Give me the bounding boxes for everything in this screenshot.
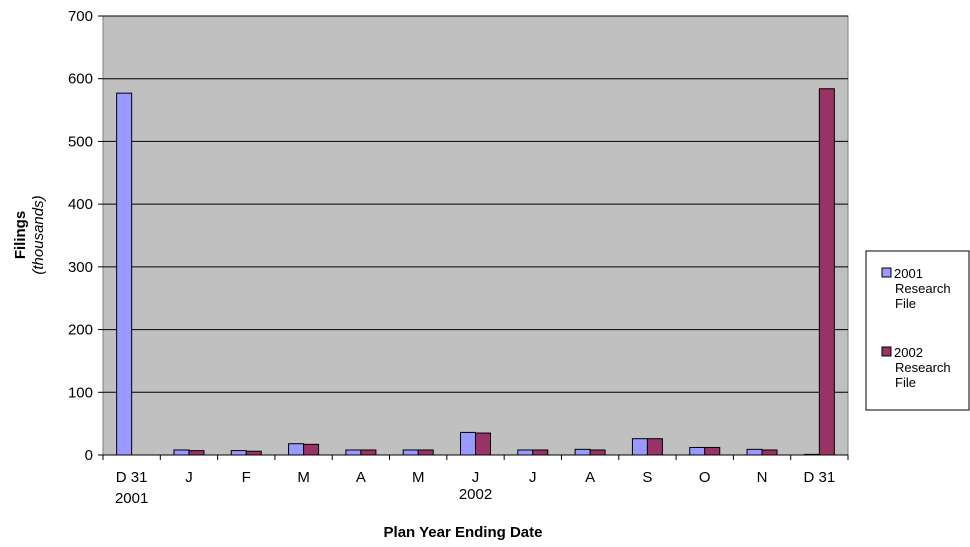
bar-series-1	[460, 431, 476, 456]
bar-series-1	[689, 446, 706, 456]
legend-label-1: 2001	[894, 266, 923, 281]
bar-series-1	[517, 449, 534, 456]
bar-series-1	[345, 449, 362, 456]
legend-label-2: Research	[895, 360, 951, 375]
bar-series-2	[245, 450, 262, 456]
y-axis-title: Filings	[12, 211, 29, 259]
bar-series-2	[818, 88, 835, 456]
bar-series-1	[746, 448, 763, 456]
x-tick-label: M	[297, 469, 310, 486]
bar-series-1	[116, 92, 133, 456]
bar-series-2	[589, 449, 606, 456]
legend-label-2: File	[895, 375, 916, 390]
bar-series-2	[360, 449, 377, 456]
legend-label-1: Research	[895, 281, 951, 296]
x-tick-label: F	[242, 469, 251, 486]
x-tick-label: O	[699, 469, 711, 486]
x-tick-label: J	[185, 469, 193, 486]
x-tick-label: M	[412, 469, 425, 486]
plot-area	[102, 15, 849, 456]
bar-series-2	[475, 432, 491, 456]
bar-series-1	[631, 438, 648, 456]
bar-series-1	[574, 448, 591, 456]
bar-series-2	[704, 446, 721, 456]
y-tick-label: 0	[85, 447, 93, 464]
bar-series-1	[230, 450, 247, 456]
x-tick-label: S	[642, 469, 652, 486]
legend-swatch-2	[881, 346, 892, 357]
legend-label-2: 2002	[894, 345, 923, 360]
y-tick-label: 400	[68, 196, 93, 213]
legend-label-1: File	[895, 296, 916, 311]
x-tick-label: A	[356, 469, 366, 486]
bar-series-1	[402, 449, 419, 456]
bar-series-2	[188, 450, 205, 456]
x-tick-label: D 31	[804, 469, 836, 486]
x-tick-label: A	[585, 469, 595, 486]
bar-series-2	[532, 449, 549, 456]
x-year-label-middle: 2002	[459, 486, 492, 503]
y-tick-label: 200	[68, 322, 93, 339]
x-tick-label: D 31	[116, 469, 148, 486]
bar-series-2	[417, 449, 434, 456]
x-year-label-first: 2001	[115, 490, 148, 507]
y-tick-label: 500	[68, 133, 93, 150]
y-axis-ticks: 0 100 200 300 400 500 600 700	[68, 8, 103, 464]
bars	[116, 88, 835, 456]
gridlines	[103, 15, 848, 393]
legend-swatch-1	[881, 267, 892, 278]
y-tick-label: 700	[68, 8, 93, 25]
bar-series-2	[303, 443, 320, 456]
x-tick-label: J	[529, 469, 537, 486]
bar-series-1	[173, 449, 190, 456]
y-axis-unit: (thousands)	[30, 195, 47, 274]
bar-series-1	[288, 443, 305, 456]
y-tick-label: 300	[68, 259, 93, 276]
y-tick-label: 100	[68, 384, 93, 401]
y-tick-label: 600	[68, 71, 93, 88]
bar-series-2	[761, 449, 778, 456]
bar-series-2	[646, 438, 663, 456]
x-axis-title: Plan Year Ending Date	[384, 524, 543, 541]
x-tick-label: J	[472, 469, 480, 486]
x-tick-label: N	[757, 469, 768, 486]
x-axis-ticks: D 31 J F M A M J J A S O N D 31 2001 2002	[102, 455, 849, 507]
